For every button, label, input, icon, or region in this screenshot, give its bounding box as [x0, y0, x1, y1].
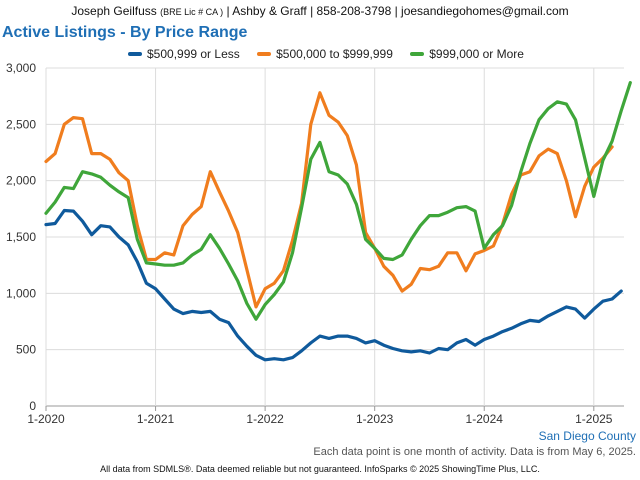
x-tick-label: 1-2024 [466, 412, 504, 426]
y-tick-label: 0 [29, 399, 36, 413]
y-tick-label: 500 [16, 343, 36, 357]
series-line-2 [44, 91, 614, 309]
region-label: San Diego County [538, 429, 636, 443]
legend-item-mid: $500,000 to $999,999 [257, 47, 393, 61]
legend-swatch-low [128, 52, 142, 56]
x-tick-label: 1-2022 [246, 412, 284, 426]
legend-label-mid: $500,000 to $999,999 [276, 47, 393, 61]
y-tick-label: 2,000 [6, 174, 36, 188]
legend-label-low: $500,999 or Less [147, 47, 240, 61]
legend-swatch-mid [257, 52, 272, 56]
x-tick-label: 1-2020 [27, 412, 65, 426]
x-tick-label: 1-2025 [575, 412, 613, 426]
agent-license: (BRE Lic # CA ) [160, 7, 224, 17]
y-tick-label: 1,000 [6, 286, 36, 300]
legend-item-low: $500,999 or Less [128, 47, 240, 61]
y-tick-label: 3,000 [6, 61, 36, 75]
series-line-3 [44, 80, 632, 321]
legend-swatch-high [410, 52, 425, 56]
x-tick-label: 1-2021 [137, 412, 175, 426]
agent-contact: | Ashby & Graff | 858-208-3798 | joesand… [226, 4, 569, 18]
y-tick-label: 2,500 [6, 117, 36, 131]
agent-header: Joseph Geilfuss (BRE Lic # CA ) | Ashby … [0, 0, 640, 22]
footer-disclaimer: All data from SDMLS®. Data deemed reliab… [100, 464, 540, 474]
x-tick-label: 1-2023 [356, 412, 394, 426]
data-note: Each data point is one month of activity… [313, 446, 636, 458]
legend-item-high: $999,000 or More [410, 47, 524, 61]
legend-label-high: $999,000 or More [429, 47, 524, 61]
series-line-1 [44, 208, 623, 362]
agent-name: Joseph Geilfuss [71, 4, 157, 18]
chart-legend: $500,999 or Less $500,000 to $999,999 $9… [128, 45, 538, 61]
y-tick-label: 1,500 [6, 230, 36, 244]
chart-title: Active Listings - By Price Range [2, 24, 248, 41]
